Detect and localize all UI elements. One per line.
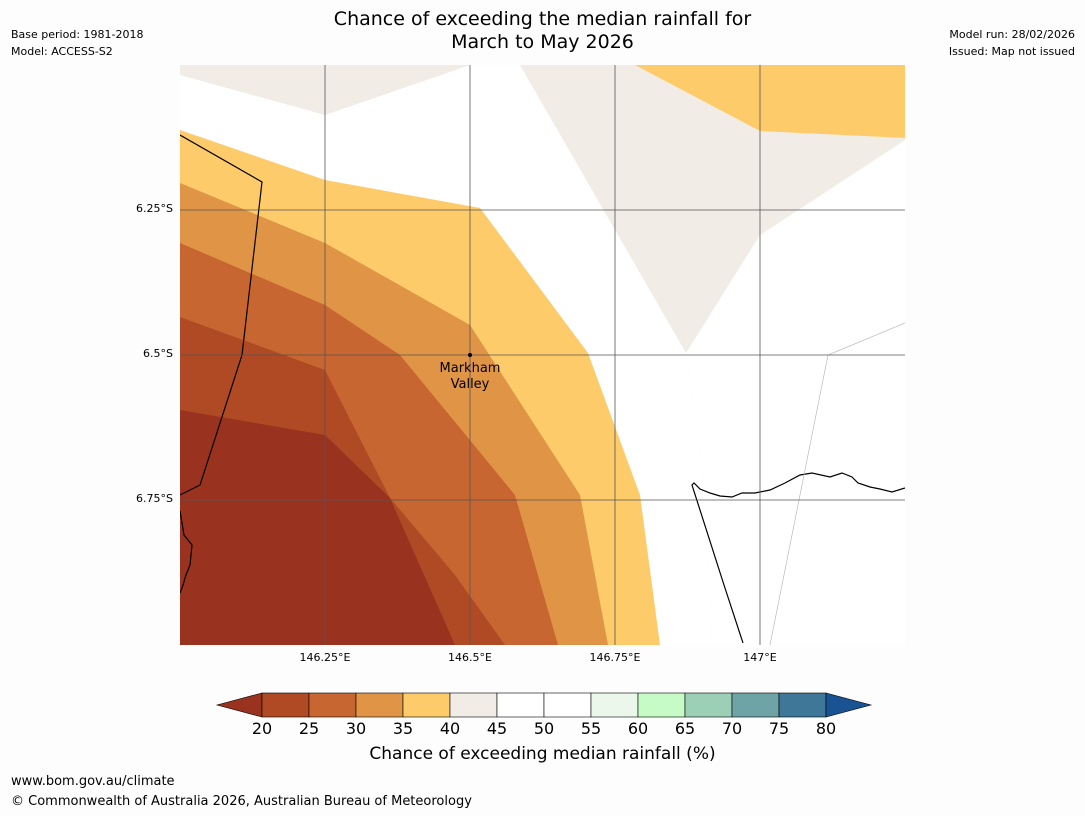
colorbar-tick-65: 65 (674, 719, 696, 738)
white-area-east (686, 140, 905, 645)
map-title: Chance of exceeding the median rainfall … (0, 8, 1085, 54)
place-name-line2: Valley (451, 377, 490, 392)
issued-status: Issued: Map not issued (948, 45, 1075, 58)
lon-label-146-25E: 146.25°E (299, 651, 351, 664)
colorbar-segment-25-30 (308, 692, 357, 718)
model-name: Model: ACCESS-S2 (11, 45, 113, 58)
colorbar-segment-35-40 (402, 692, 451, 718)
colorbar-tick-35: 35 (392, 719, 414, 738)
meta-left: Base period: 1981-2018 Model: ACCESS-S2 (11, 26, 143, 60)
colorbar-extend-low (215, 692, 263, 718)
colorbar-tick-55: 55 (580, 719, 602, 738)
rainfall-probability-map: Markham Valley (180, 65, 905, 645)
band-40-45-northeast (635, 65, 905, 138)
graticule (180, 65, 905, 645)
colorbar-tick-60: 60 (627, 719, 649, 738)
colorbar-tick-70: 70 (721, 719, 743, 738)
lat-label-6-5S: 6.5°S (143, 347, 173, 360)
colorbar-segment-45-50 (496, 692, 545, 718)
colorbar-segment-75-80 (778, 692, 827, 718)
colorbar-extend-high (825, 692, 873, 718)
colorbar-label: Chance of exceeding median rainfall (%) (369, 744, 716, 764)
base-period: Base period: 1981-2018 (11, 28, 144, 41)
lat-label-6-25S: 6.25°S (136, 202, 173, 215)
colorbar-segment-50-55 (543, 692, 592, 718)
coastline-east (691, 472, 905, 644)
colorbar-segment-55-60 (590, 692, 639, 718)
place-name-line1: Markham (440, 361, 501, 376)
colorbar-tick-80: 80 (815, 719, 837, 738)
lat-label-6-75S: 6.75°S (136, 492, 173, 505)
colorbar-segment-20-25 (261, 692, 310, 718)
footer-url[interactable]: www.bom.gov.au/climate (11, 774, 175, 789)
colorbar-tick-30: 30 (345, 719, 367, 738)
lon-label-146-5E: 146.5°E (448, 651, 492, 664)
colorbar-segment-70-75 (731, 692, 780, 718)
colorbar-segment-60-65 (637, 692, 686, 718)
colorbar-tick-75: 75 (768, 719, 790, 738)
band-lt25 (180, 410, 455, 645)
map-title-line1: Chance of exceeding the median rainfall … (333, 8, 752, 30)
coastline-west (180, 510, 193, 594)
lon-label-146-75E: 146.75°E (589, 651, 641, 664)
colorbar-tick-50: 50 (533, 719, 555, 738)
colorbar-tick-40: 40 (439, 719, 461, 738)
meta-right: Model run: 28/02/2026 Issued: Map not is… (949, 26, 1075, 60)
colorbar (215, 692, 873, 718)
colorbar-tick-25: 25 (298, 719, 320, 738)
footer-copyright: © Commonwealth of Australia 2026, Austra… (11, 794, 472, 809)
map-title-line2: March to May 2026 (451, 31, 634, 53)
model-run: Model run: 28/02/2026 (949, 28, 1075, 41)
colorbar-segment-30-35 (355, 692, 404, 718)
colorbar-segment-65-70 (684, 692, 733, 718)
colorbar-tick-20: 20 (251, 719, 273, 738)
lon-label-147E: 147°E (743, 651, 777, 664)
place-marker (468, 353, 472, 357)
colorbar-tick-45: 45 (486, 719, 508, 738)
colorbar-segment-40-45 (449, 692, 498, 718)
